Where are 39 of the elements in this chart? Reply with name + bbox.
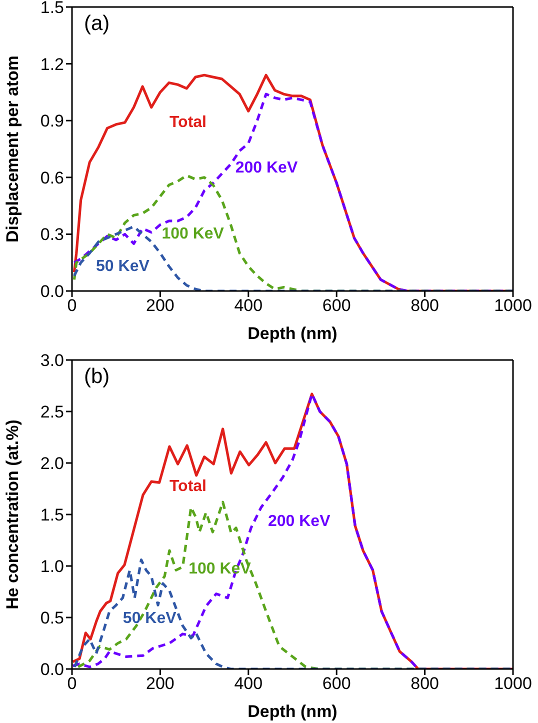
- y-tick-label: 1.5: [40, 506, 64, 525]
- y-tick-label: 3.0: [40, 351, 64, 370]
- series-label: Total: [169, 114, 206, 131]
- chart-title: (b): [84, 365, 110, 389]
- y-axis-title: He concentration (at.%): [3, 420, 22, 610]
- series-label: Total: [169, 478, 206, 496]
- y-tick-label: 1.2: [40, 54, 64, 74]
- x-tick-label: 200: [146, 296, 174, 316]
- x-tick-label: 600: [322, 674, 351, 694]
- y-tick-label: 1.5: [40, 0, 64, 18]
- y-tick-label: 0.0: [40, 660, 64, 680]
- x-axis-title: Depth (nm): [248, 324, 338, 343]
- x-tick-label: 800: [410, 674, 439, 694]
- x-axis-title: Depth (nm): [248, 702, 338, 721]
- x-tick-label: 400: [234, 296, 263, 316]
- y-axis-title: Displacement per atom: [3, 55, 22, 243]
- series-label: 100 KeV: [188, 560, 252, 578]
- y-tick-label: 0.5: [40, 608, 64, 628]
- series-label: 50 KeV: [122, 610, 177, 628]
- series-label: 100 KeV: [162, 226, 224, 243]
- series-label: 200 KeV: [235, 159, 298, 176]
- x-tick-label: 1000: [494, 296, 532, 316]
- y-tick-label: 2.0: [40, 454, 64, 474]
- chart-title: (a): [84, 12, 110, 36]
- x-tick-label: 600: [322, 296, 351, 316]
- y-tick-label: 0.0: [40, 282, 64, 302]
- y-tick-label: 0.9: [40, 112, 64, 131]
- x-tick-label: 400: [234, 674, 263, 694]
- x-tick-label: 0: [67, 674, 77, 694]
- x-tick-label: 1000: [494, 674, 532, 694]
- x-tick-label: 800: [410, 296, 439, 316]
- y-tick-label: 1.0: [40, 557, 64, 576]
- x-tick-label: 200: [146, 674, 174, 694]
- y-tick-label: 2.5: [40, 402, 64, 422]
- series-label: 200 KeV: [268, 513, 331, 530]
- y-tick-label: 0.6: [40, 168, 64, 188]
- y-tick-label: 0.3: [40, 225, 64, 244]
- x-tick-label: 0: [67, 296, 77, 316]
- series-label: 50 KeV: [96, 258, 150, 275]
